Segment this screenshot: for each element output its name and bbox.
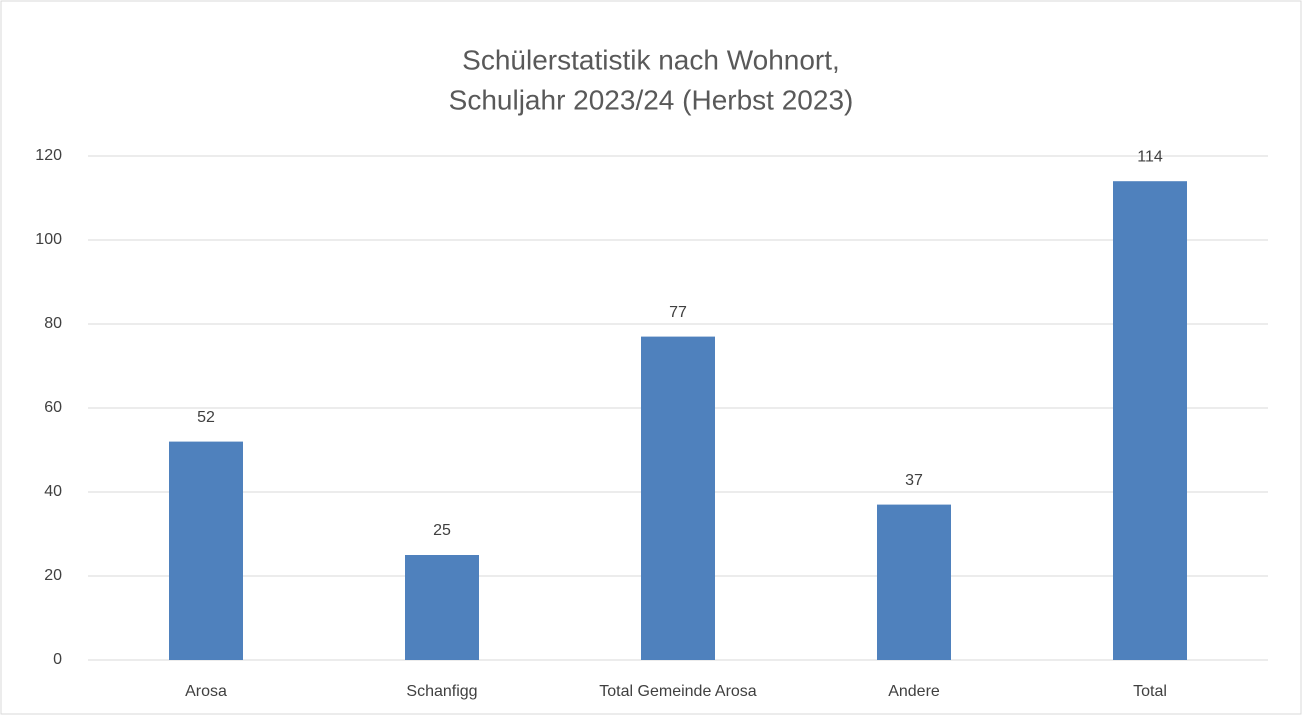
y-tick-label: 20 (44, 567, 62, 584)
bar (405, 555, 479, 660)
data-label: 25 (433, 522, 451, 539)
y-tick-label: 120 (35, 147, 62, 164)
data-label: 77 (669, 304, 687, 321)
data-label: 37 (905, 472, 923, 489)
data-label: 114 (1137, 148, 1163, 165)
y-tick-label: 100 (35, 231, 62, 248)
y-tick-label: 40 (44, 483, 62, 500)
x-tick-label: Total (1133, 683, 1167, 700)
x-tick-label: Schanfigg (406, 683, 477, 700)
x-tick-label: Andere (888, 683, 940, 700)
bar (1113, 181, 1187, 660)
y-tick-label: 0 (53, 651, 62, 668)
y-tick-label: 60 (44, 399, 62, 416)
x-tick-label: Total Gemeinde Arosa (599, 683, 757, 700)
data-label: 52 (197, 409, 215, 426)
chart-title: Schuljahr 2023/24 (Herbst 2023) (449, 84, 854, 115)
y-tick-label: 80 (44, 315, 62, 332)
bar (641, 336, 715, 660)
bar (169, 441, 243, 660)
chart-title: Schülerstatistik nach Wohnort, (462, 44, 840, 75)
bar (877, 504, 951, 660)
x-tick-label: Arosa (185, 683, 227, 700)
